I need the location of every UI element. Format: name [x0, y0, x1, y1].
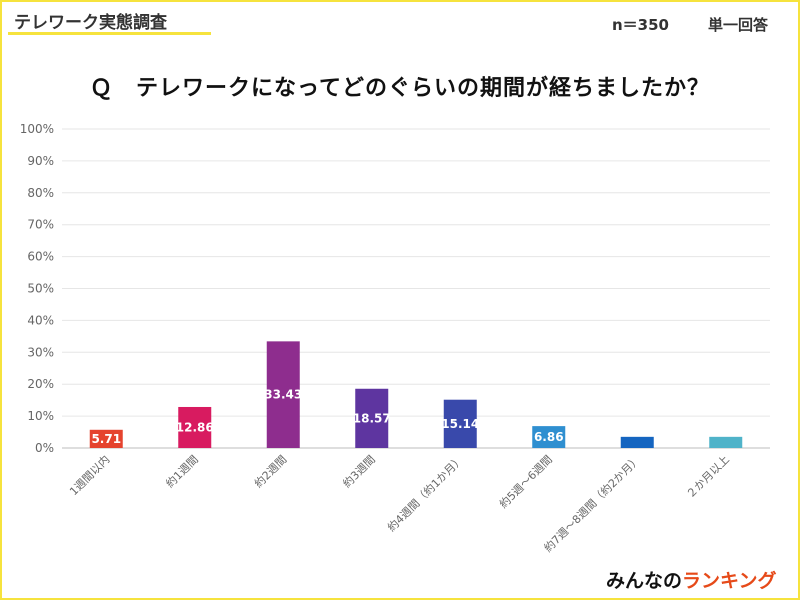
bar: [532, 426, 566, 448]
data-label: 5.71: [91, 432, 121, 446]
question-title: Ｑ テレワークになってどのぐらいの期間が経ちましたか？: [90, 76, 710, 101]
bar: [443, 399, 477, 448]
bar: [89, 429, 123, 448]
answer-type: 単一回答: [708, 16, 769, 34]
x-axis: 1週間以内 約1週間 約2週間 約3週間 約4週間（約1か月） 約5週～6週間約7週～8週…: [66, 452, 731, 555]
data-label: 6.86: [534, 430, 564, 444]
x-category-label: 約4週間（約1か月）: [384, 452, 466, 534]
y-tick-label: 10%: [27, 409, 54, 423]
grid-lines: [62, 128, 770, 449]
bar: [266, 341, 300, 448]
y-tick-label: 70%: [27, 218, 54, 232]
y-tick-label: 20%: [27, 377, 54, 391]
data-labels: 5.71 12.86 33.43 18.57 15.14 6.86: [91, 388, 563, 446]
data-label: 15.14: [441, 417, 479, 431]
data-label: 33.43: [264, 388, 302, 402]
y-tick-label: 50%: [27, 282, 54, 296]
x-category-label: 約3週間: [340, 452, 378, 490]
y-tick-label: 40%: [27, 313, 54, 327]
logo-text-2: ランキング: [682, 570, 777, 592]
bar: [709, 436, 743, 448]
data-label: 12.86: [176, 420, 214, 434]
logo-text-1: みんなの: [606, 570, 683, 592]
bar: [178, 406, 212, 448]
bar: [355, 388, 389, 448]
brand-logo: みんなのランキング: [606, 566, 776, 593]
sample-size: n＝350: [612, 16, 669, 34]
y-tick-label: 90%: [27, 154, 54, 168]
y-tick-label: 100%: [20, 122, 54, 136]
data-label: 18.57: [353, 411, 391, 425]
bar: [620, 436, 654, 448]
x-category-label: 約2週間: [251, 452, 289, 490]
x-category-label: 1週間以内: [66, 452, 112, 498]
x-category-label: 約7週～8週間（約2か月）: [541, 452, 644, 555]
x-category-label: ２か月以上: [684, 453, 732, 501]
x-category-label: 約1週間: [163, 452, 201, 490]
bars: [89, 341, 743, 448]
y-tick-label: 60%: [27, 250, 54, 264]
y-tick-label: 0%: [35, 441, 54, 455]
survey-title-underline: [8, 32, 211, 35]
x-category-label: 約5週～6週間: [496, 452, 555, 511]
y-tick-label: 30%: [27, 345, 54, 359]
y-tick-label: 80%: [27, 186, 54, 200]
y-axis: 0% 10% 20% 30% 40% 50% 60% 70% 80% 90% 100%: [20, 122, 54, 455]
survey-title: テレワーク実態調査: [14, 13, 167, 33]
